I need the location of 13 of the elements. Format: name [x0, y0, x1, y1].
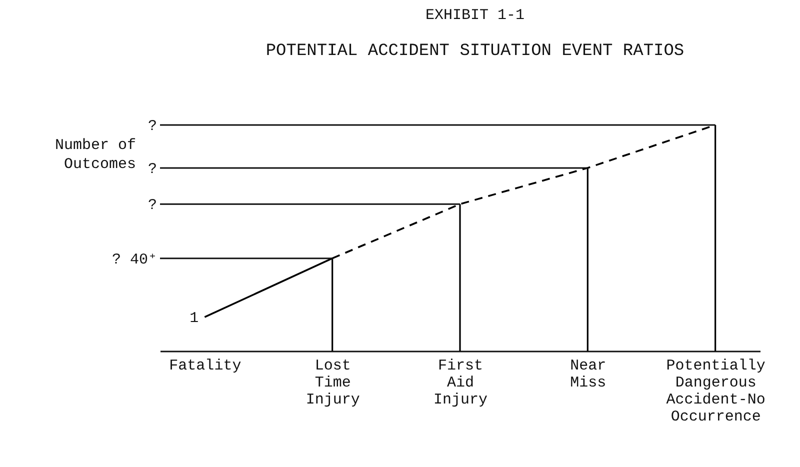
x-tick-label: Fatality	[169, 358, 242, 374]
ref-line-label: ?	[148, 118, 157, 135]
annotation: 1	[190, 310, 199, 328]
x-tick-label: Near Miss	[570, 358, 606, 392]
y-axis-title: Number of Outcomes	[54, 137, 136, 173]
ref-line-label: ?	[148, 197, 157, 214]
chart-subtitle: POTENTIAL ACCIDENT SITUATION EVENT RATIOS	[266, 42, 684, 61]
x-tick-label: Potentially Dangerous Accident-No Occurrence	[666, 358, 766, 426]
ref-line-label: ? 40⁺	[112, 251, 157, 268]
x-tick-label: Lost Time Injury	[306, 358, 360, 408]
ref-line-label: ?	[148, 160, 157, 178]
chart-title: EXHIBIT 1-1	[425, 7, 525, 24]
x-tick-label: First Aid Injury	[433, 358, 488, 408]
